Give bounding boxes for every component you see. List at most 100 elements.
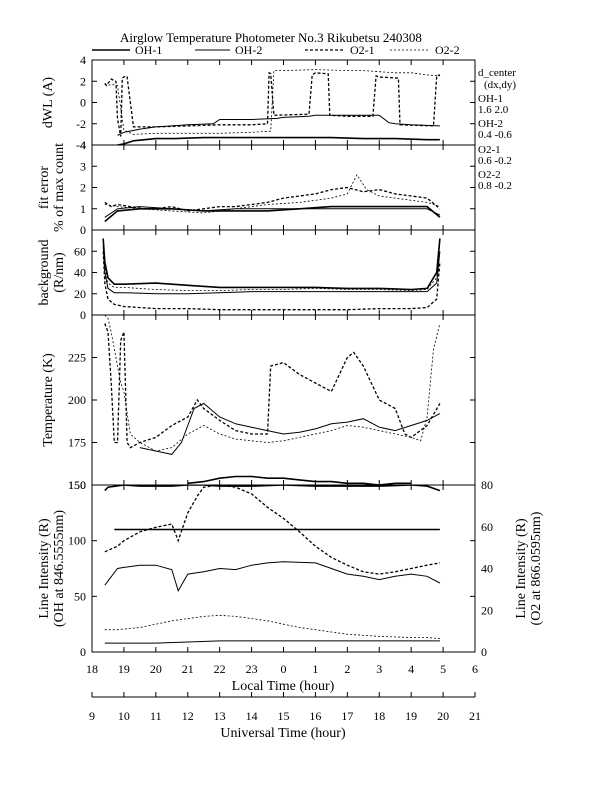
y-axis-label: (OH at 846.5555nm) xyxy=(52,510,67,627)
ut-tick-label: 21 xyxy=(469,709,481,723)
series-baseline xyxy=(104,640,440,644)
y-axis-label: Temperature (K) xyxy=(41,353,56,447)
y-tick-label: 4 xyxy=(80,138,86,152)
local-time-axis-label: Local Time (hour) xyxy=(232,679,335,694)
y-tick-label: 50 xyxy=(74,589,86,603)
local-time-tick-label: 4 xyxy=(408,662,414,676)
series-oh-2 xyxy=(102,245,441,295)
series-oh-1 xyxy=(104,485,441,492)
local-time-tick-label: 2 xyxy=(344,662,350,676)
y-tick-label: 100 xyxy=(68,534,86,548)
local-time-tick-label: 3 xyxy=(376,662,382,676)
y-tick-label: 0 xyxy=(80,645,86,659)
side-note: 1.6 2.0 xyxy=(478,104,509,116)
side-note: (dx,dy) xyxy=(484,79,516,91)
y-tick-label: 150 xyxy=(68,478,86,492)
series-o2-1 xyxy=(104,71,441,137)
series-oh-2 xyxy=(139,402,441,455)
series-oh-1 xyxy=(117,136,440,145)
y2-tick-label: 20 xyxy=(481,603,493,617)
panel-frame xyxy=(91,144,476,231)
y-tick-label: 150 xyxy=(68,478,86,492)
y2-tick-label: 60 xyxy=(481,520,493,534)
series-group xyxy=(104,485,441,644)
local-time-tick-label: 18 xyxy=(86,662,98,676)
local-time-tick-label: 21 xyxy=(182,662,194,676)
local-time-tick-label: 19 xyxy=(118,662,130,676)
series-o2-2 xyxy=(104,173,441,214)
side-note: 0.6 -0.2 xyxy=(478,155,512,167)
series-oh-1 xyxy=(102,238,441,291)
side-note: O2-2 xyxy=(478,169,501,181)
series-o2-2 xyxy=(104,614,440,639)
series-o2-1 xyxy=(102,251,441,311)
y-axis-label: (R/nm) xyxy=(52,252,67,293)
ut-tick-label: 19 xyxy=(405,709,417,723)
ut-tick-label: 15 xyxy=(278,709,290,723)
side-notes: d_center(dx,dy) OH-11.6 2.0 OH-20.4 -0.6 O2… xyxy=(478,67,516,192)
y-tick-label: 175 xyxy=(68,436,86,450)
local-time-tick-label: 22 xyxy=(214,662,226,676)
series-group xyxy=(102,238,441,311)
ut-tick-label: 14 xyxy=(246,709,258,723)
ut-axis-label: Universal Time (hour) xyxy=(220,726,346,741)
y2-axis-label: Line Intensity (R) xyxy=(514,518,529,619)
side-note: 0.4 -0.6 xyxy=(478,129,512,141)
series-group xyxy=(104,69,441,145)
ut-tick-label: 17 xyxy=(341,709,353,723)
y-axis-label: % of max count xyxy=(52,143,67,232)
y2-tick-label: 80 xyxy=(481,478,493,492)
y-tick-label: 225 xyxy=(68,351,86,365)
local-time-tick-label: 20 xyxy=(150,662,162,676)
y2-tick-label: 40 xyxy=(481,562,493,576)
y-tick-label: -4 xyxy=(76,138,86,152)
y-tick-label: 1 xyxy=(80,202,86,216)
y-tick-label: 4 xyxy=(80,53,86,67)
ut-tick-label: 20 xyxy=(437,709,449,723)
y-tick-label: 200 xyxy=(68,393,86,407)
ut-tick-label: 13 xyxy=(214,709,226,723)
panel-frame xyxy=(91,484,476,653)
y-tick-label: 0 xyxy=(80,308,86,322)
side-note: OH-2 xyxy=(478,118,503,130)
panel-2: 0 1 2 3 4 fit error% of max count xyxy=(37,138,476,237)
panel-frame xyxy=(91,229,476,316)
panel-frame xyxy=(91,314,476,486)
local-time-tick-label: 6 xyxy=(472,662,478,676)
panel-frame xyxy=(91,59,476,146)
ut-tick-label: 11 xyxy=(150,709,162,723)
series-o2-2 xyxy=(104,315,441,452)
panels: -4 -2 0 2 4 dWL (A) 0 1 2 3 4 fit error% of max cou… xyxy=(37,53,544,659)
legend-label-o2-1: O2-1 xyxy=(350,43,375,57)
legend-label-oh-1: OH-1 xyxy=(135,43,162,57)
series-oh-2 xyxy=(104,561,441,593)
ut-tick-label: 9 xyxy=(89,709,95,723)
y-axis-label: fit error xyxy=(37,166,52,209)
series-group xyxy=(104,315,441,485)
panel-3: 0 20 40 60 background (R/nm) xyxy=(37,229,476,322)
ut-tick-label: 18 xyxy=(373,709,385,723)
chart-title: Airglow Temperature Photometer No.3 Riku… xyxy=(120,30,422,45)
series-oh-2 xyxy=(104,206,441,218)
side-note: 0.8 -0.2 xyxy=(478,180,512,192)
panel-4: 150 175 200 225 Temperature (K) xyxy=(41,314,476,492)
series-oh-2 xyxy=(117,114,440,136)
legend-label-oh-2: OH-2 xyxy=(235,43,262,57)
ut-tick-label: 12 xyxy=(182,709,194,723)
y-tick-label: 3 xyxy=(80,159,86,173)
y-axis-label: background xyxy=(37,239,52,305)
legend-label-o2-2: O2-2 xyxy=(435,43,460,57)
series-o2-1 xyxy=(104,485,441,575)
panel-1: -4 -2 0 2 4 dWL (A) xyxy=(41,53,476,152)
ut-tick-label: 16 xyxy=(309,709,321,723)
local-time-tick-label: 23 xyxy=(246,662,258,676)
series-oh-1 xyxy=(187,475,412,485)
side-note: d_center xyxy=(478,67,516,79)
y-tick-label: 60 xyxy=(74,244,86,258)
y-tick-label: 2 xyxy=(80,74,86,88)
series-o2-1 xyxy=(104,323,441,449)
y-tick-label: 0 xyxy=(80,223,86,237)
local-time-tick-label: 1 xyxy=(312,662,318,676)
